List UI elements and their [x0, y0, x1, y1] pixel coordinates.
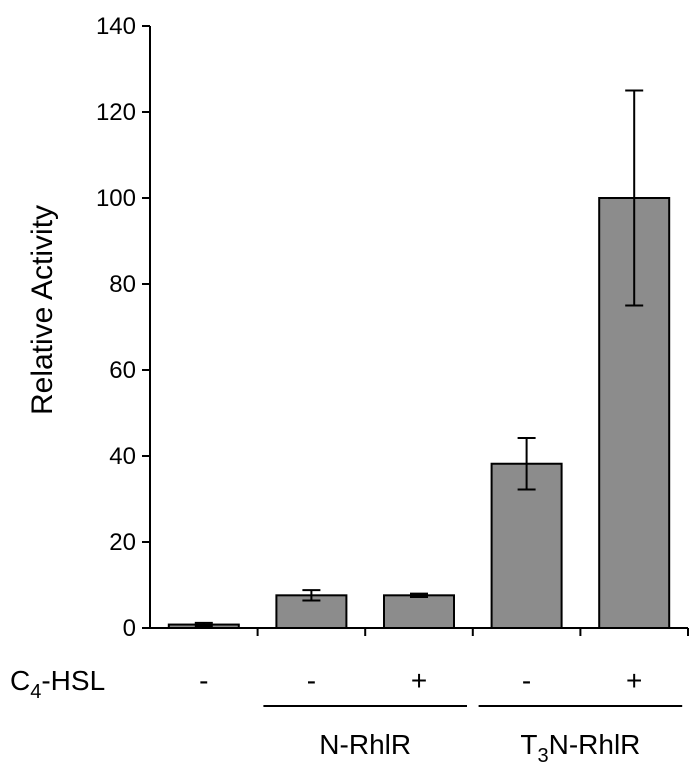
condition-label-2: -	[307, 665, 316, 696]
group-label-1: N-RhlR	[319, 729, 411, 760]
condition-label-1: -	[199, 665, 208, 696]
error-bars-layer	[194, 89, 644, 628]
y-tick-label-0: 0	[123, 615, 136, 642]
labels-layer: - - + - +	[199, 665, 642, 696]
y-axis-title: Relative Activity	[26, 205, 59, 415]
y-tick-label-60: 60	[109, 357, 136, 384]
bar-3	[383, 594, 455, 630]
axes-layer: 0 20 40 60 80 100 120 140	[96, 13, 689, 642]
groups-layer: N-RhlR T3N-RhlR	[263, 705, 683, 767]
row-label-main: C	[10, 665, 30, 696]
row-label-subscript: 4	[30, 681, 41, 703]
condition-label-4: -	[522, 665, 531, 696]
y-tick-label-120: 120	[96, 99, 136, 126]
y-tick-label-40: 40	[109, 443, 136, 470]
row-label-rest: -HSL	[41, 665, 105, 696]
row-label: C4-HSL	[10, 665, 105, 703]
group-label-2: T3N-RhlR	[520, 729, 640, 767]
bars-layer	[167, 197, 671, 630]
y-tick-label-20: 20	[109, 529, 136, 556]
y-tick-label-80: 80	[109, 271, 136, 298]
condition-label-3: +	[411, 665, 427, 696]
y-tick-label-140: 140	[96, 13, 136, 40]
condition-label-5: +	[626, 665, 642, 696]
y-tick-label-100: 100	[96, 185, 136, 212]
